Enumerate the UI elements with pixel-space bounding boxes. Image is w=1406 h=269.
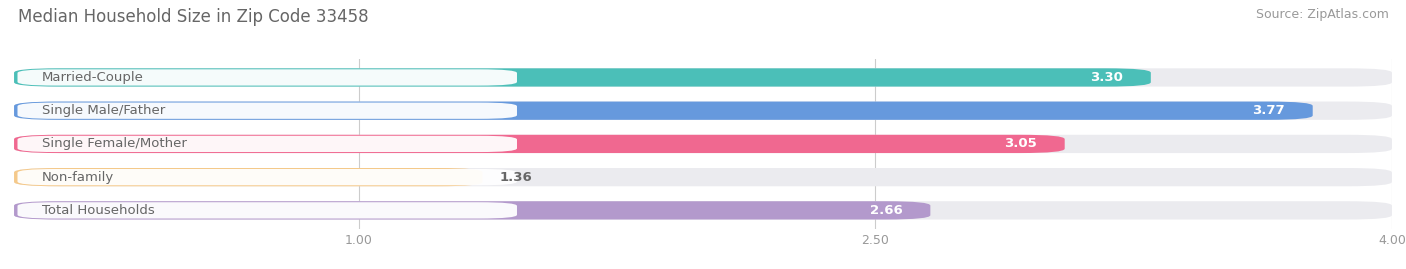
FancyBboxPatch shape xyxy=(17,69,517,86)
FancyBboxPatch shape xyxy=(14,135,1392,153)
FancyBboxPatch shape xyxy=(17,136,517,152)
FancyBboxPatch shape xyxy=(14,68,1392,87)
Text: 3.05: 3.05 xyxy=(1004,137,1038,150)
FancyBboxPatch shape xyxy=(17,169,517,185)
FancyBboxPatch shape xyxy=(14,101,1392,120)
Text: Married-Couple: Married-Couple xyxy=(42,71,143,84)
Text: Single Male/Father: Single Male/Father xyxy=(42,104,165,117)
Text: Median Household Size in Zip Code 33458: Median Household Size in Zip Code 33458 xyxy=(18,8,368,26)
Text: Non-family: Non-family xyxy=(42,171,114,184)
FancyBboxPatch shape xyxy=(14,201,931,220)
Text: 1.36: 1.36 xyxy=(499,171,533,184)
FancyBboxPatch shape xyxy=(17,102,517,119)
FancyBboxPatch shape xyxy=(14,201,1392,220)
Text: 3.30: 3.30 xyxy=(1091,71,1123,84)
Text: 3.77: 3.77 xyxy=(1253,104,1285,117)
Text: Total Households: Total Households xyxy=(42,204,155,217)
FancyBboxPatch shape xyxy=(14,135,1064,153)
FancyBboxPatch shape xyxy=(14,101,1313,120)
FancyBboxPatch shape xyxy=(17,202,517,218)
Text: 2.66: 2.66 xyxy=(870,204,903,217)
FancyBboxPatch shape xyxy=(14,168,482,186)
Text: Single Female/Mother: Single Female/Mother xyxy=(42,137,187,150)
FancyBboxPatch shape xyxy=(14,68,1150,87)
Text: Source: ZipAtlas.com: Source: ZipAtlas.com xyxy=(1256,8,1389,21)
FancyBboxPatch shape xyxy=(14,168,1392,186)
